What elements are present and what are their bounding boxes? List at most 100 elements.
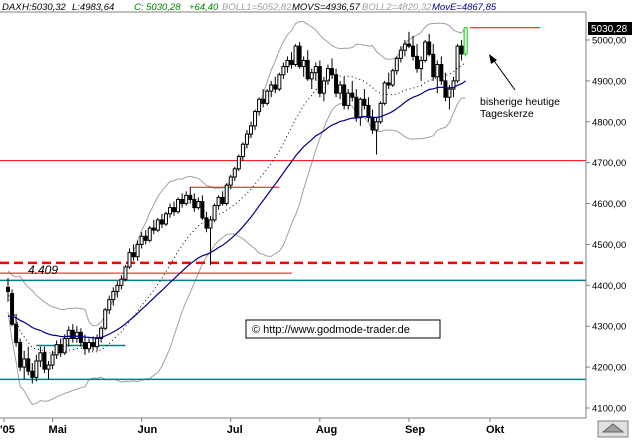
x-tick-label: Sep — [405, 424, 425, 436]
candle-body — [50, 354, 55, 366]
candle-body — [163, 213, 168, 225]
candle-body — [297, 45, 302, 68]
candle-body — [427, 41, 432, 55]
candle-body — [42, 352, 47, 370]
header-high: H:5030,32 — [22, 2, 67, 13]
candle-body — [78, 331, 83, 344]
candle-body — [200, 201, 205, 219]
candle-body — [216, 196, 221, 207]
candle-body — [419, 59, 424, 70]
candle-body — [301, 59, 306, 68]
copyright-box: © http://www.godmode-trader.de — [245, 319, 441, 339]
candle-body — [443, 80, 448, 98]
candle-body — [309, 72, 314, 80]
candle-body — [204, 217, 209, 229]
candle-body — [176, 198, 181, 213]
candle-body — [208, 219, 213, 229]
header-move: MovE=4867,85 — [432, 2, 497, 13]
candle-body — [111, 290, 116, 301]
candle-body — [431, 53, 436, 78]
x-tick-label: Okt — [486, 424, 505, 436]
header-close: C: 5030,28 — [134, 2, 181, 13]
candle-body — [155, 219, 160, 231]
candle-body — [30, 370, 35, 378]
last-price-text: 5030,28 — [591, 24, 628, 35]
candle-body — [172, 207, 177, 213]
y-tick-label: 4700,00 — [592, 158, 626, 169]
candle-body — [354, 96, 359, 119]
candle-body — [374, 121, 379, 131]
header-boll1: BOLL1=5052,82 — [222, 2, 292, 13]
candle-body — [70, 329, 75, 339]
candle-body — [261, 98, 266, 104]
candle-body — [127, 252, 132, 268]
corner-button[interactable] — [597, 420, 629, 438]
candle-body — [115, 284, 120, 292]
candle-body — [305, 59, 310, 80]
candle-body — [277, 74, 282, 90]
x-tick-label: Mai — [49, 424, 67, 436]
y-tick-label: 4600,00 — [592, 199, 626, 210]
candle-body — [74, 331, 79, 339]
candle-body — [269, 84, 274, 92]
candle-body — [232, 168, 237, 178]
header-symbol: DAX — [2, 2, 22, 13]
candle-body — [95, 337, 100, 348]
candle-body — [370, 117, 375, 131]
x-axis: '05 Mai Jun Jul Aug Sep Okt — [0, 418, 505, 436]
candle-body — [123, 266, 128, 280]
candle-body — [119, 278, 124, 286]
copyright-text: © http://www.godmode-trader.de — [252, 324, 410, 336]
last-price-badge: 5030,28 — [588, 22, 632, 35]
y-tick-label: 4800,00 — [592, 117, 626, 128]
candle-body — [159, 219, 164, 225]
candle-body — [289, 59, 294, 66]
candle-body — [220, 196, 225, 205]
x-tick-label: Jun — [138, 424, 158, 436]
candle-body — [463, 27, 468, 55]
candle-body — [147, 227, 152, 241]
candle-body — [285, 59, 290, 68]
x-tick-label: Aug — [316, 424, 337, 436]
candle-body — [62, 337, 67, 354]
candle-body — [338, 84, 343, 94]
candle-body — [168, 207, 172, 215]
candle-body — [265, 90, 270, 104]
candle-body — [362, 98, 367, 106]
moving-averages — [7, 62, 466, 354]
candle-body — [188, 194, 193, 200]
x-tick-label: Jul — [227, 424, 243, 436]
candle-body — [334, 74, 339, 94]
candle-body — [26, 358, 31, 372]
candle-body — [103, 309, 108, 329]
header-movs: MOVS=4936,57 — [292, 2, 361, 13]
header-change: +64,40 — [189, 2, 219, 13]
candle-body — [346, 92, 351, 106]
level-label: 4.409 — [28, 263, 58, 277]
candle-body — [406, 43, 411, 47]
candle-body — [151, 227, 156, 231]
header-boll2: BOLL2=4820,32 — [362, 2, 432, 13]
candle-body — [350, 92, 355, 98]
candle-body — [10, 293, 15, 325]
candle-body — [293, 45, 298, 66]
candle-body — [325, 68, 330, 82]
note-arrow-head — [489, 54, 497, 64]
candle-body — [382, 82, 387, 104]
candle-body — [398, 49, 403, 59]
candle-body — [447, 88, 452, 98]
candle-body — [184, 194, 189, 205]
candle-body — [38, 352, 43, 362]
candle-body — [342, 84, 347, 106]
candle-body — [240, 143, 245, 158]
candle-body — [435, 64, 440, 78]
candle-body — [228, 176, 233, 186]
resize-icon — [601, 423, 625, 433]
candle-body — [273, 84, 278, 90]
note-annotation: bisherige heutige Tageskerze — [480, 54, 560, 120]
candle-body — [411, 45, 415, 57]
candle-body — [107, 299, 112, 311]
candle-body — [317, 66, 322, 94]
candle-body — [6, 286, 10, 292]
